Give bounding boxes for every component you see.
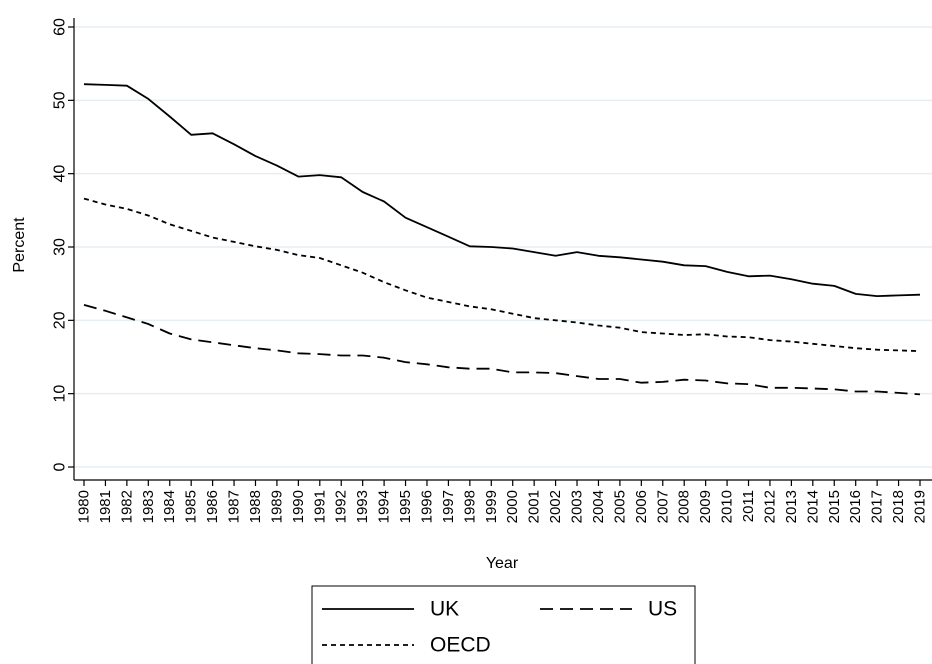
x-tick-label: 1994 (376, 490, 393, 523)
x-tick-label: 2003 (569, 490, 586, 523)
x-tick-label: 2018 (890, 490, 907, 523)
x-tick-label: 1998 (461, 490, 478, 523)
y-tick-label: 30 (52, 238, 69, 256)
x-tick-label: 2002 (547, 490, 564, 523)
series-line-us (83, 304, 921, 396)
x-tick-label: 1989 (268, 490, 285, 523)
y-tick-label: 10 (52, 385, 69, 403)
grid-lines (74, 26, 932, 468)
legend-box (311, 585, 696, 664)
x-tick-label: 2008 (676, 490, 693, 523)
x-tick-label: 2005 (611, 490, 628, 523)
x-tick-label: 1980 (76, 490, 93, 523)
x-axis-ticks: 1980 1981 1982 1983 1984 1985 1986 1987 1988 1989… (76, 480, 929, 523)
x-tick-label: 1993 (354, 490, 371, 523)
axes (73, 18, 932, 481)
x-tick-label: 2000 (504, 490, 521, 523)
x-tick-label: 1983 (140, 490, 157, 523)
x-tick-label: 1987 (226, 490, 243, 523)
y-axis-label: Percent (11, 217, 28, 273)
y-tick-label: 20 (52, 311, 69, 329)
x-tick-label: 1996 (418, 490, 435, 523)
x-tick-label: 2015 (826, 490, 843, 523)
series-line-uk (83, 83, 921, 298)
x-tick-label: 1986 (204, 490, 221, 523)
x-tick-label: 2014 (804, 490, 821, 523)
x-tick-label: 1997 (440, 490, 457, 523)
y-tick-label: 0 (52, 462, 69, 471)
x-tick-label: 2010 (719, 490, 736, 523)
x-tick-label: 2007 (654, 490, 671, 523)
x-tick-label: 2006 (633, 490, 650, 523)
x-tick-label: 1990 (290, 490, 307, 523)
x-tick-label: 2019 (912, 490, 929, 523)
x-tick-label: 2011 (740, 490, 757, 522)
x-tick-label: 2016 (847, 490, 864, 523)
legend: UK US OECD (311, 585, 696, 664)
y-axis-ticks: 0 10 20 30 40 50 60 (52, 18, 74, 471)
x-tick-label: 1982 (118, 490, 135, 523)
x-tick-label: 1984 (161, 490, 178, 523)
x-axis-label: Year (486, 555, 519, 572)
series-lines (83, 83, 921, 396)
x-tick-label: 1999 (483, 490, 500, 523)
legend-label-uk: UK (430, 598, 459, 621)
legend-label-oecd: OECD (430, 634, 491, 657)
x-tick-label: 2012 (761, 490, 778, 523)
x-tick-label: 1988 (247, 490, 264, 523)
y-tick-label: 40 (52, 165, 69, 183)
x-tick-label: 2001 (526, 490, 543, 523)
x-tick-label: 2013 (783, 490, 800, 523)
y-tick-label: 50 (52, 91, 69, 109)
x-tick-label: 2017 (869, 490, 886, 523)
y-tick-label: 60 (52, 18, 69, 36)
x-tick-label: 1992 (333, 490, 350, 523)
legend-label-us: US (648, 598, 677, 621)
x-tick-label: 1991 (311, 490, 328, 523)
x-tick-label: 1981 (97, 490, 114, 523)
x-tick-label: 1985 (183, 490, 200, 523)
series-line-oecd (83, 197, 921, 352)
x-tick-label: 2004 (590, 490, 607, 523)
x-tick-label: 2009 (697, 490, 714, 523)
x-tick-label: 1995 (397, 490, 414, 523)
